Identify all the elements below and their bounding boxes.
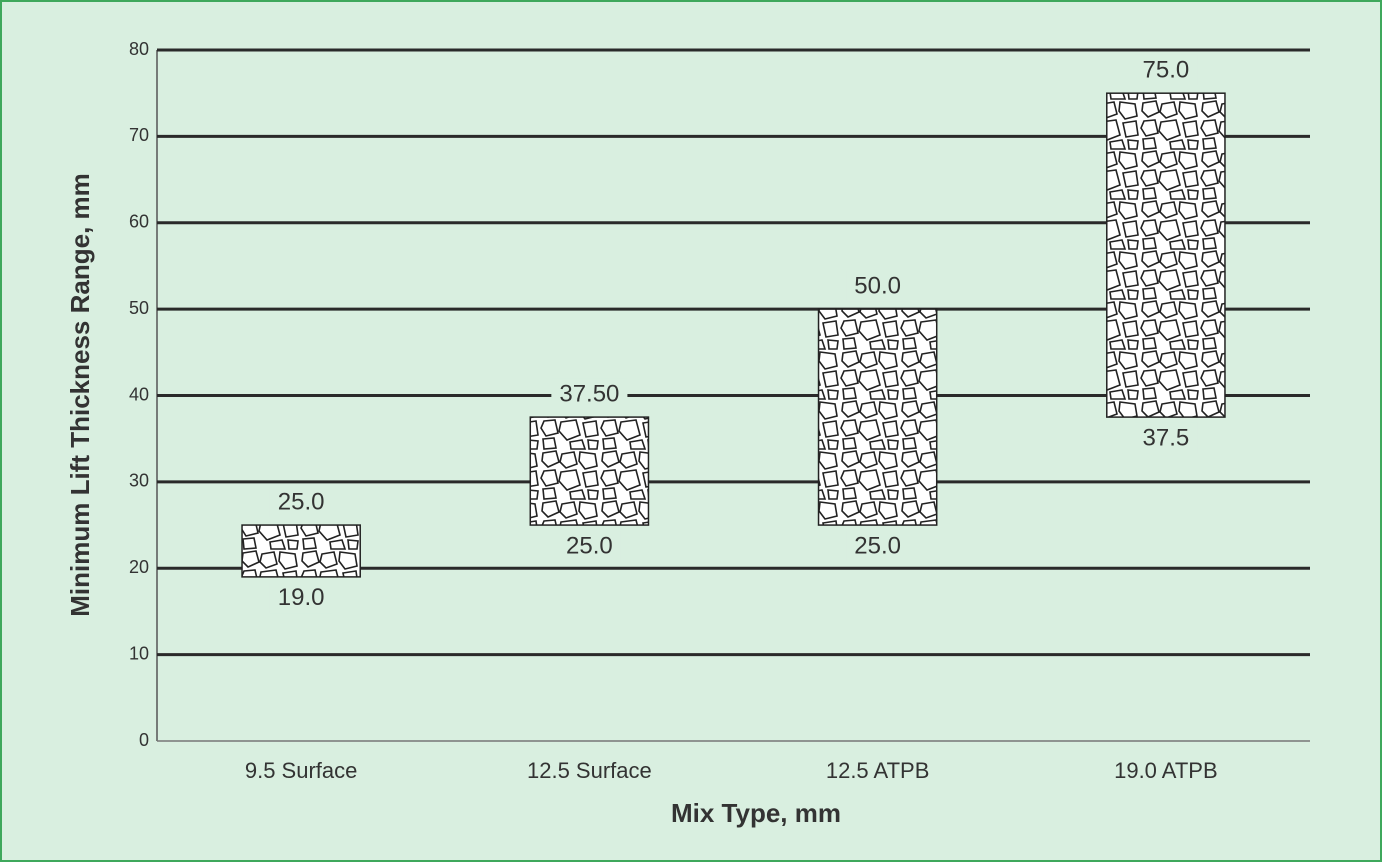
value-label: 50.0 [854,272,901,299]
value-label: 25.0 [278,488,325,515]
x-tick-label: 9.5 Surface [245,758,358,783]
y-axis-title: Minimum Lift Thickness Range, mm [65,173,95,617]
y-tick-label: 20 [129,557,149,577]
value-label: 25.0 [566,532,613,559]
value-label: 25.0 [854,532,901,559]
range-bar [242,525,360,577]
value-label: 75.0 [1143,57,1190,84]
chart: Mix Type, mm Minimum Lift Thickness Rang… [0,0,1382,862]
y-tick-label: 0 [139,730,149,750]
y-tick-label: 30 [129,471,149,491]
range-bar [530,417,648,525]
y-tick-label: 70 [129,125,149,145]
y-tick-label: 10 [129,643,149,663]
value-label: 37.50 [559,380,619,407]
y-tick-label: 40 [129,384,149,404]
x-axis-title: Mix Type, mm [671,798,841,828]
range-bar [1107,93,1225,417]
y-tick-label: 80 [129,39,149,59]
range-bar [819,309,937,525]
value-label: 37.5 [1143,424,1190,451]
y-tick-label: 60 [129,212,149,232]
value-label: 19.0 [278,584,325,611]
x-tick-label: 12.5 ATPB [826,758,930,783]
x-tick-label: 12.5 Surface [527,758,652,783]
x-tick-label: 19.0 ATPB [1114,758,1218,783]
y-tick-label: 50 [129,298,149,318]
